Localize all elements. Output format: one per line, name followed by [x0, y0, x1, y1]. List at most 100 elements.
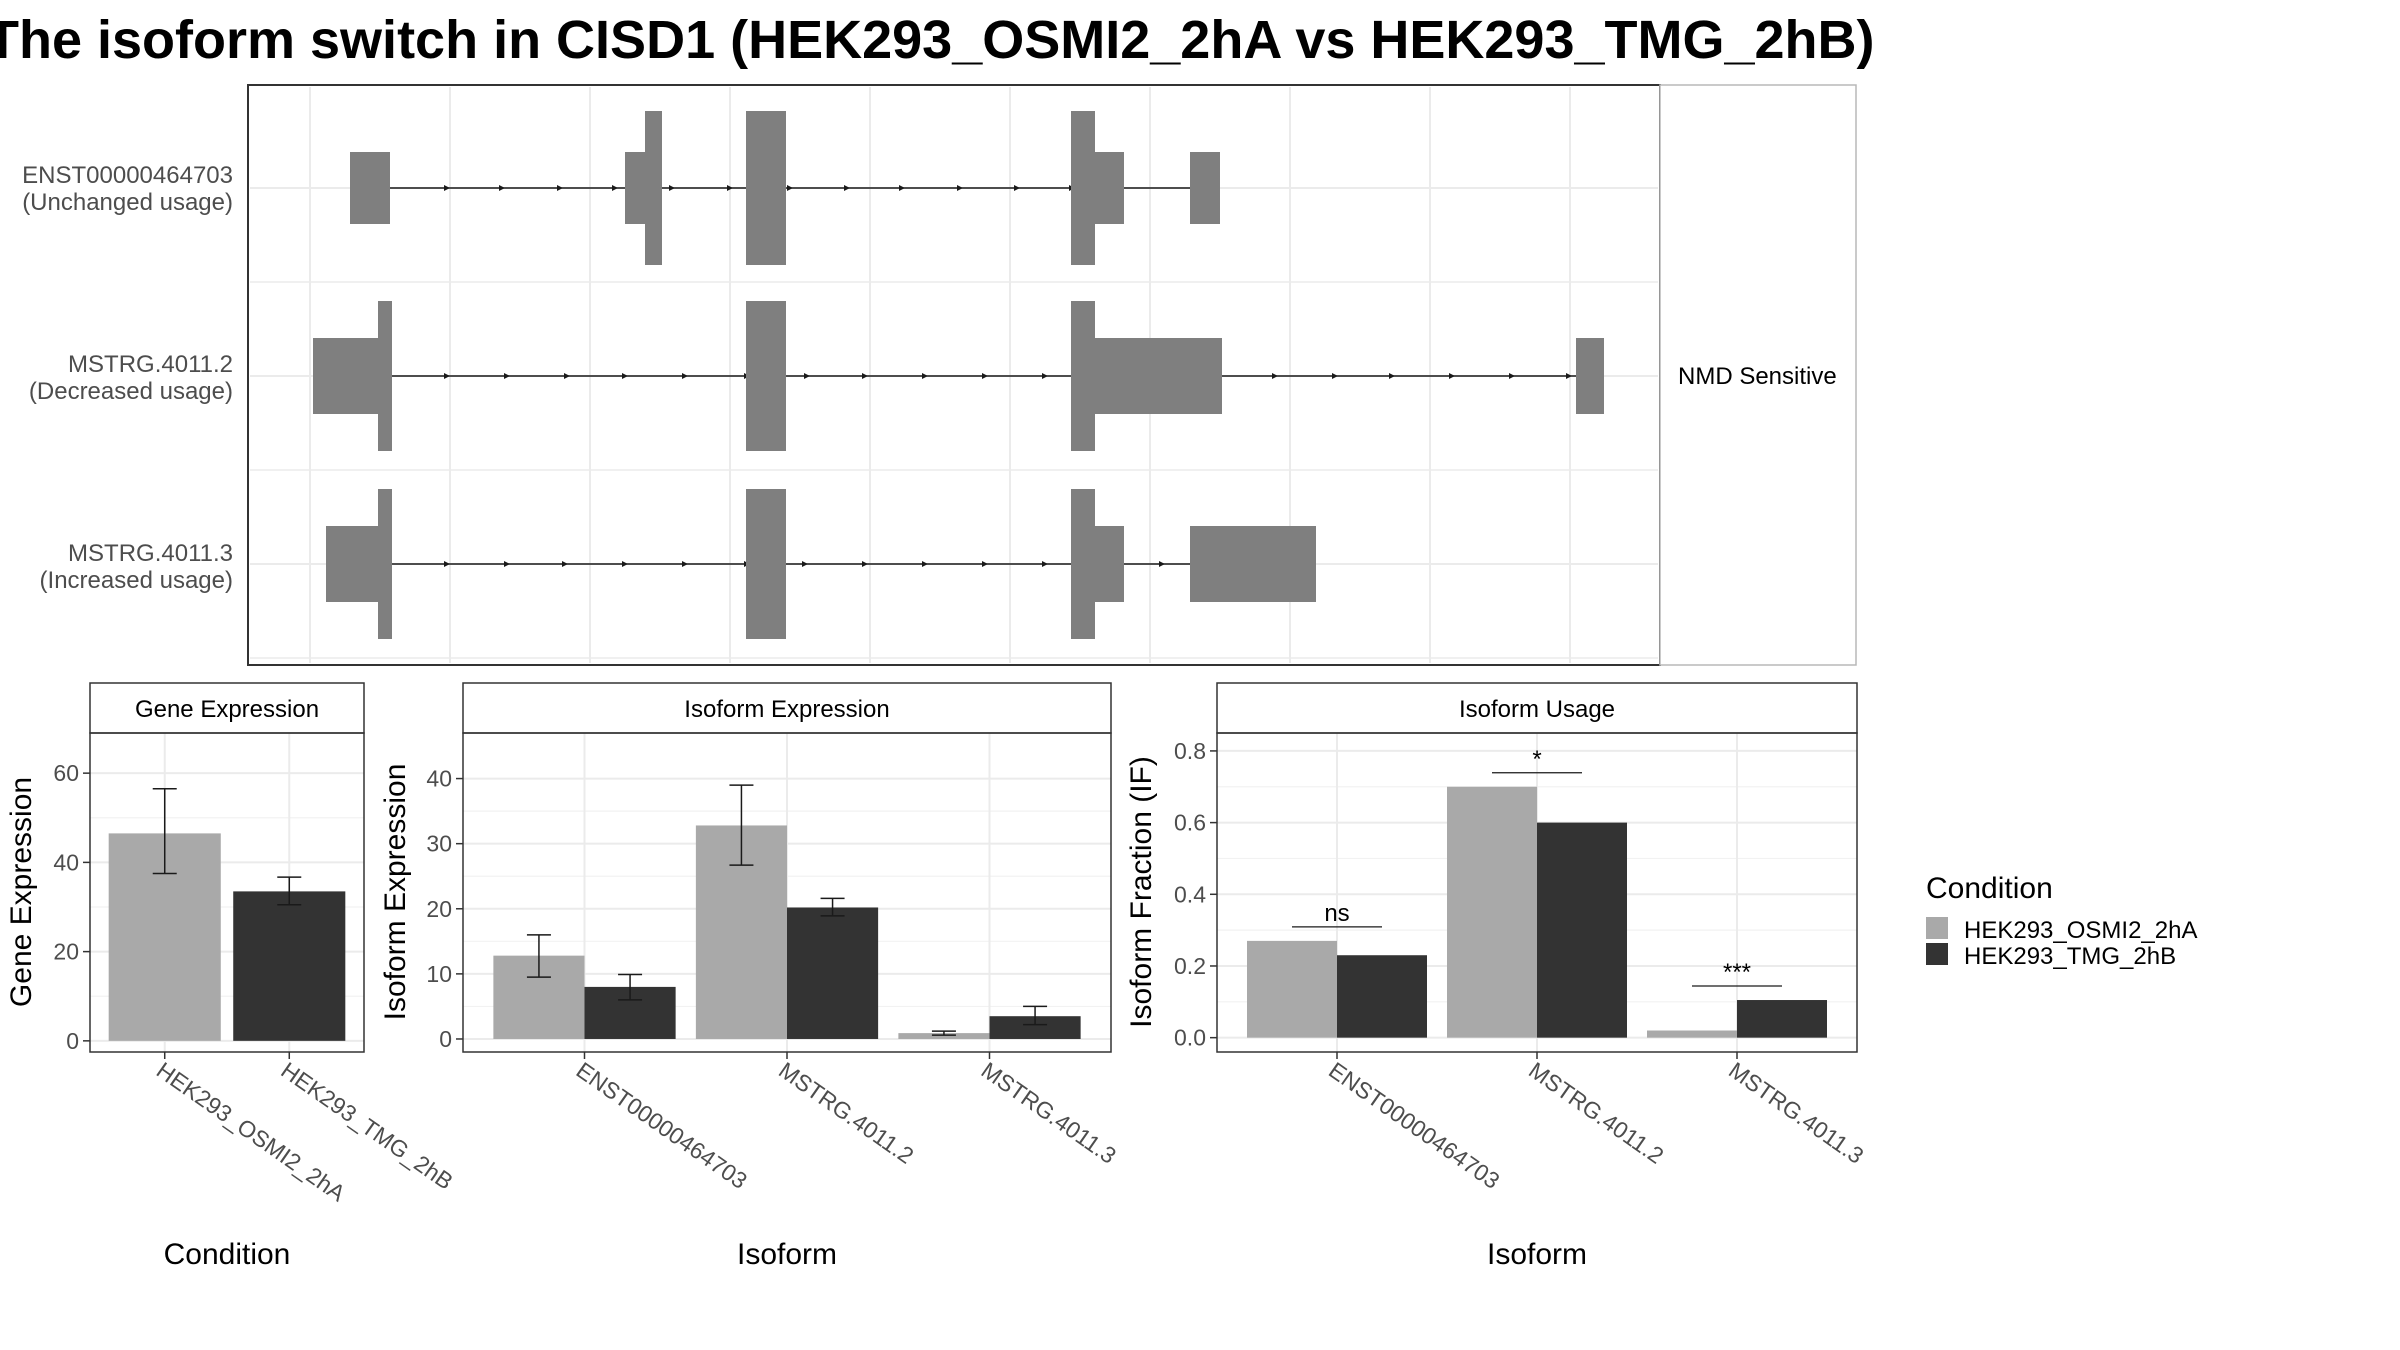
- isoform-usage-x-label: Isoform: [1487, 1238, 1587, 1271]
- intron-direction-arrow: [504, 373, 510, 379]
- exon-block: [1095, 152, 1124, 224]
- intron-direction-arrow: [862, 561, 868, 567]
- intron-direction-arrow: [922, 561, 928, 567]
- isoform-label-3-status: (Increased usage): [40, 567, 233, 594]
- intron-direction-arrow: [669, 185, 675, 191]
- exon-block: [645, 111, 662, 265]
- isoform-label-2-id: MSTRG.4011.2: [68, 351, 233, 378]
- isoform-expression-bars: [493, 784, 1081, 1039]
- legend-label-osmi2: HEK293_OSMI2_2hA: [1964, 917, 2197, 944]
- gene-expression-frame: [89, 732, 365, 1053]
- isoform-usage-x-ticks: ENST00000464703 MSTRG.4011.2 MSTRG.4011.3: [1324, 1052, 1869, 1194]
- transcript-structure-panel: ENST00000464703 (Unchanged usage) MSTRG.…: [22, 84, 1857, 666]
- isoform-usage-title: Isoform Usage: [1459, 696, 1615, 723]
- exon-block: [746, 489, 786, 639]
- intron-direction-arrow: [802, 561, 808, 567]
- bar: [1337, 955, 1427, 1038]
- x-tick-label: ENST00000464703: [1324, 1057, 1504, 1194]
- bar: [1647, 1030, 1737, 1038]
- legend-label-tmg: HEK293_TMG_2hB: [1964, 943, 2176, 970]
- bar: [787, 907, 879, 1039]
- isoform-label-1-id: ENST00000464703: [22, 162, 233, 189]
- bar: [898, 1033, 990, 1039]
- gene-expression-title: Gene Expression: [135, 696, 319, 723]
- exon-block: [1190, 526, 1316, 602]
- y-tick-label: 0.0: [1174, 1025, 1206, 1051]
- intron-direction-arrow: [499, 185, 505, 191]
- significance-label: *: [1532, 746, 1541, 773]
- intron-direction-arrow: [1389, 373, 1395, 379]
- gene-expression-y-ticks: 0 20 40 60: [53, 760, 90, 1054]
- exon-block: [1190, 152, 1220, 224]
- bar: [989, 1016, 1081, 1039]
- isoform-expression-x-label: Isoform: [737, 1238, 837, 1271]
- intron-direction-arrow: [1509, 373, 1515, 379]
- figure-title: The isoform switch in CISD1 (HEK293_OSMI…: [0, 10, 1875, 70]
- y-tick-label: 0: [439, 1026, 452, 1052]
- exon-block: [378, 301, 392, 451]
- intron-direction-arrow: [982, 561, 988, 567]
- intron-direction-arrow: [562, 561, 568, 567]
- legend-swatch-tmg: [1926, 943, 1948, 965]
- intron-direction-arrow: [682, 561, 688, 567]
- intron-direction-arrow: [622, 561, 628, 567]
- bar: [1537, 822, 1627, 1038]
- exon-block: [1071, 489, 1095, 639]
- y-tick-label: 20: [53, 939, 79, 965]
- isoform-usage-frame: [1216, 732, 1858, 1053]
- isoform-usage-y-ticks: 0.0 0.2 0.4 0.6 0.8: [1174, 738, 1217, 1051]
- y-tick-label: 0: [66, 1028, 79, 1054]
- legend-title: Condition: [1926, 872, 2053, 905]
- intron-direction-arrow: [1042, 373, 1048, 379]
- exon-block: [746, 301, 786, 451]
- y-tick-label: 0.4: [1174, 881, 1206, 907]
- x-tick-label: MSTRG.4011.3: [1724, 1057, 1868, 1169]
- intron-direction-arrow: [787, 185, 793, 191]
- intron-direction-arrow: [957, 185, 963, 191]
- exon-block: [1576, 338, 1604, 414]
- exon-block: [326, 526, 378, 602]
- intron-direction-arrow: [899, 185, 905, 191]
- isoform-expression-strip: [462, 682, 1112, 734]
- legend: Condition HEK293_OSMI2_2hA HEK293_TMG_2h…: [1926, 872, 2197, 970]
- structure-annotation-strip: [1659, 84, 1857, 666]
- exon-block: [746, 111, 786, 265]
- transcripts: [313, 111, 1604, 639]
- significance-label: ***: [1723, 959, 1751, 986]
- exon-block: [1095, 526, 1124, 602]
- intron-direction-arrow: [1159, 561, 1165, 567]
- y-tick-label: 20: [426, 896, 452, 922]
- intron-direction-arrow: [1042, 561, 1048, 567]
- nmd-sensitive-annotation: NMD Sensitive: [1678, 363, 1837, 390]
- exon-block: [1071, 301, 1095, 451]
- x-tick-label: MSTRG.4011.2: [1524, 1057, 1668, 1169]
- isoform-expression-y-label: Isoform Expression: [379, 764, 412, 1021]
- y-tick-label: 0.8: [1174, 738, 1206, 764]
- intron-direction-arrow: [682, 373, 688, 379]
- bar: [233, 891, 346, 1041]
- y-tick-label: 0.2: [1174, 953, 1206, 979]
- intron-direction-arrow: [444, 373, 450, 379]
- intron-direction-arrow: [504, 561, 510, 567]
- intron-direction-arrow: [612, 185, 618, 191]
- intron-direction-arrow: [1014, 185, 1020, 191]
- y-tick-label: 60: [53, 760, 79, 786]
- intron-direction-arrow: [922, 373, 928, 379]
- exon-block: [1095, 338, 1222, 414]
- exon-block: [1071, 111, 1095, 265]
- x-tick-label: MSTRG.4011.3: [977, 1057, 1121, 1169]
- bar: [1447, 786, 1537, 1038]
- bar: [1247, 940, 1337, 1038]
- isoform-usage-y-label: Isoform Fraction (IF): [1125, 756, 1158, 1028]
- isoform-expression-title: Isoform Expression: [684, 696, 889, 723]
- y-tick-label: 0.6: [1174, 810, 1206, 836]
- exon-block: [625, 152, 645, 224]
- intron-direction-arrow: [844, 185, 850, 191]
- y-tick-label: 40: [53, 849, 79, 875]
- isoform-label-1-status: (Unchanged usage): [22, 189, 233, 216]
- intron-direction-arrow: [1272, 373, 1278, 379]
- isoform-usage-strip: [1216, 682, 1858, 734]
- legend-swatch-osmi2: [1926, 917, 1948, 939]
- y-tick-label: 30: [426, 831, 452, 857]
